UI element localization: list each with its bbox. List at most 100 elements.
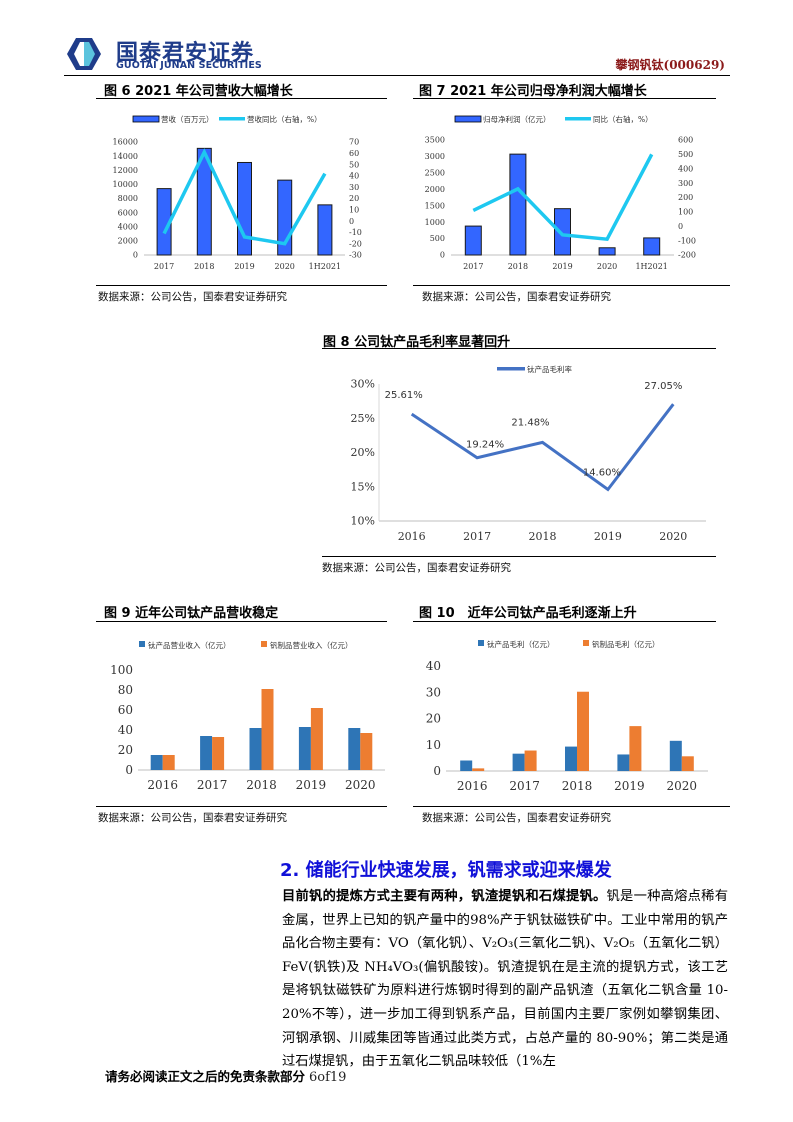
fig6-top-rule xyxy=(96,98,387,99)
bar xyxy=(565,746,577,771)
bar xyxy=(524,750,537,771)
bar xyxy=(512,753,525,771)
bar xyxy=(237,161,252,256)
legend-item: 营收同比（右轴，%） xyxy=(219,114,322,124)
svg-text:钛产品毛利（亿元）: 钛产品毛利（亿元） xyxy=(487,639,555,649)
fig9-chart: 钛产品营业收入（亿元） 钒制品营业收入（亿元） 0 20 40 60 80 100 2016 20… xyxy=(96,625,387,801)
svg-text:2019: 2019 xyxy=(234,262,254,271)
line-series xyxy=(472,153,654,242)
fig8-bottom-rule xyxy=(322,556,716,557)
bar xyxy=(669,740,682,771)
fig6-chart: 营收（百万元） 营收同比（右轴，%） 0 2000 4000 6000 8000 10000 1… xyxy=(96,103,387,283)
paragraph-body: 钒是一种高熔点稀有金属，世界上已知的钒产量中的98%产于钒钛磁铁矿中。工业中常用… xyxy=(282,889,729,1070)
svg-text:1H2021: 1H2021 xyxy=(309,262,341,271)
svg-text:2019: 2019 xyxy=(552,262,572,271)
legend-item: 钛产品毛利率 xyxy=(497,364,572,374)
data-label: 25.61% xyxy=(385,390,423,401)
svg-text:2019: 2019 xyxy=(614,779,645,793)
svg-text:2016: 2016 xyxy=(398,530,426,543)
svg-text:2018: 2018 xyxy=(562,779,593,793)
fig10-bottom-rule xyxy=(413,806,730,807)
bar xyxy=(577,691,589,771)
logo-chinese-text: 国泰君安证券 xyxy=(116,41,255,66)
legend-item: 钛产品营业收入（亿元） xyxy=(139,640,231,650)
bar xyxy=(460,760,473,771)
bar xyxy=(464,225,482,256)
bar xyxy=(681,756,694,771)
svg-text:2017: 2017 xyxy=(463,530,491,543)
fig7-top-rule xyxy=(413,98,716,99)
fig10-chart: 钛产品毛利（亿元） 钒制品毛利（亿元） 0 10 20 30 40 2016 2017 2018 2… xyxy=(413,625,716,801)
svg-text:12000: 12000 xyxy=(113,166,138,175)
svg-text:30%: 30% xyxy=(351,378,375,391)
bar xyxy=(249,728,262,770)
bar xyxy=(150,755,163,770)
legend-item: 钛产品毛利（亿元） xyxy=(478,639,555,649)
bar xyxy=(509,153,527,256)
company-logo: 国泰君安证券 GUOTAI JUNAN SECURITIES xyxy=(66,37,286,71)
svg-text:2019: 2019 xyxy=(594,530,622,543)
svg-text:营收同比（右轴，%）: 营收同比（右轴，%） xyxy=(247,114,322,124)
svg-text:0: 0 xyxy=(349,217,354,226)
svg-text:25%: 25% xyxy=(351,412,375,425)
fig7-bottom-rule xyxy=(413,285,730,286)
line-series xyxy=(410,403,675,492)
svg-text:6000: 6000 xyxy=(118,208,138,217)
stock-label: 攀钢钒钛(000629) xyxy=(615,58,725,72)
svg-text:3500: 3500 xyxy=(425,136,445,145)
svg-text:同比（右轴，%）: 同比（右轴，%） xyxy=(593,114,653,124)
svg-text:钛产品营业收入（亿元）: 钛产品营业收入（亿元） xyxy=(148,640,231,650)
svg-text:0: 0 xyxy=(440,251,445,260)
section-paragraph: 目前钒的提炼方式主要有两种，钒渣提钒和石煤提钒。钒是一种高熔点稀有金属，世界上已… xyxy=(282,885,728,1074)
disclaimer-text: 请务必阅读正文之后的免责条款部分 xyxy=(105,1069,306,1084)
bar xyxy=(261,689,274,770)
svg-text:300: 300 xyxy=(678,179,693,188)
fig6-bottom-rule xyxy=(96,285,387,286)
svg-text:40: 40 xyxy=(426,659,441,673)
svg-text:2500: 2500 xyxy=(425,169,445,178)
data-label: 19.24% xyxy=(466,440,504,451)
legend-item: 归母净利润（亿元） xyxy=(454,114,551,124)
fig8-source: 数据来源：公司公告，国泰君安证券研究 xyxy=(322,562,511,574)
fig6-title: 图 6 2021 年公司营收大幅增长 xyxy=(104,84,293,99)
svg-text:40: 40 xyxy=(118,723,133,737)
fig8-chart: 钛产品毛利率 10% 15% 20% 25% 30% 2016 2017 2018 2019 202… xyxy=(322,352,716,552)
svg-text:20: 20 xyxy=(349,194,359,203)
fig8-title: 图 8 公司钛产品毛利率显著回升 xyxy=(323,335,511,350)
bar xyxy=(317,204,333,256)
fig7-chart: 归母净利润（亿元） 同比（右轴，%） 0 500 1000 1500 2000 2500 300… xyxy=(413,103,716,283)
svg-text:钒制品毛利（亿元）: 钒制品毛利（亿元） xyxy=(592,639,660,649)
logo-english-text: GUOTAI JUNAN SECURITIES xyxy=(116,60,262,71)
svg-text:500: 500 xyxy=(678,150,693,159)
svg-text:1H2021: 1H2021 xyxy=(635,262,667,271)
legend-item: 钒制品营业收入（亿元） xyxy=(261,640,353,650)
svg-text:30: 30 xyxy=(426,685,441,699)
svg-text:0: 0 xyxy=(678,222,683,231)
svg-text:400: 400 xyxy=(678,164,693,173)
svg-text:100: 100 xyxy=(110,663,133,677)
svg-text:2020: 2020 xyxy=(659,530,687,543)
svg-text:0: 0 xyxy=(133,251,138,260)
fig10-top-rule xyxy=(413,621,716,622)
fig9-bottom-rule xyxy=(96,806,387,807)
svg-text:归母净利润（亿元）: 归母净利润（亿元） xyxy=(483,114,551,124)
svg-text:2016: 2016 xyxy=(457,779,488,793)
svg-text:-20: -20 xyxy=(349,239,362,248)
svg-text:15%: 15% xyxy=(351,480,375,493)
svg-text:2000: 2000 xyxy=(118,237,138,246)
bar xyxy=(162,755,175,770)
svg-text:-200: -200 xyxy=(678,251,696,260)
svg-text:2000: 2000 xyxy=(425,185,445,194)
svg-text:2017: 2017 xyxy=(463,262,483,271)
svg-text:2018: 2018 xyxy=(246,778,277,792)
svg-text:10: 10 xyxy=(349,205,359,214)
svg-text:2020: 2020 xyxy=(345,778,376,792)
fig8-top-rule xyxy=(322,348,716,349)
bar xyxy=(310,708,323,770)
svg-text:2018: 2018 xyxy=(194,262,214,271)
svg-text:80: 80 xyxy=(118,683,133,697)
bar xyxy=(472,768,485,771)
svg-text:2016: 2016 xyxy=(147,778,178,792)
bar xyxy=(360,733,373,770)
svg-text:10000: 10000 xyxy=(113,180,138,189)
